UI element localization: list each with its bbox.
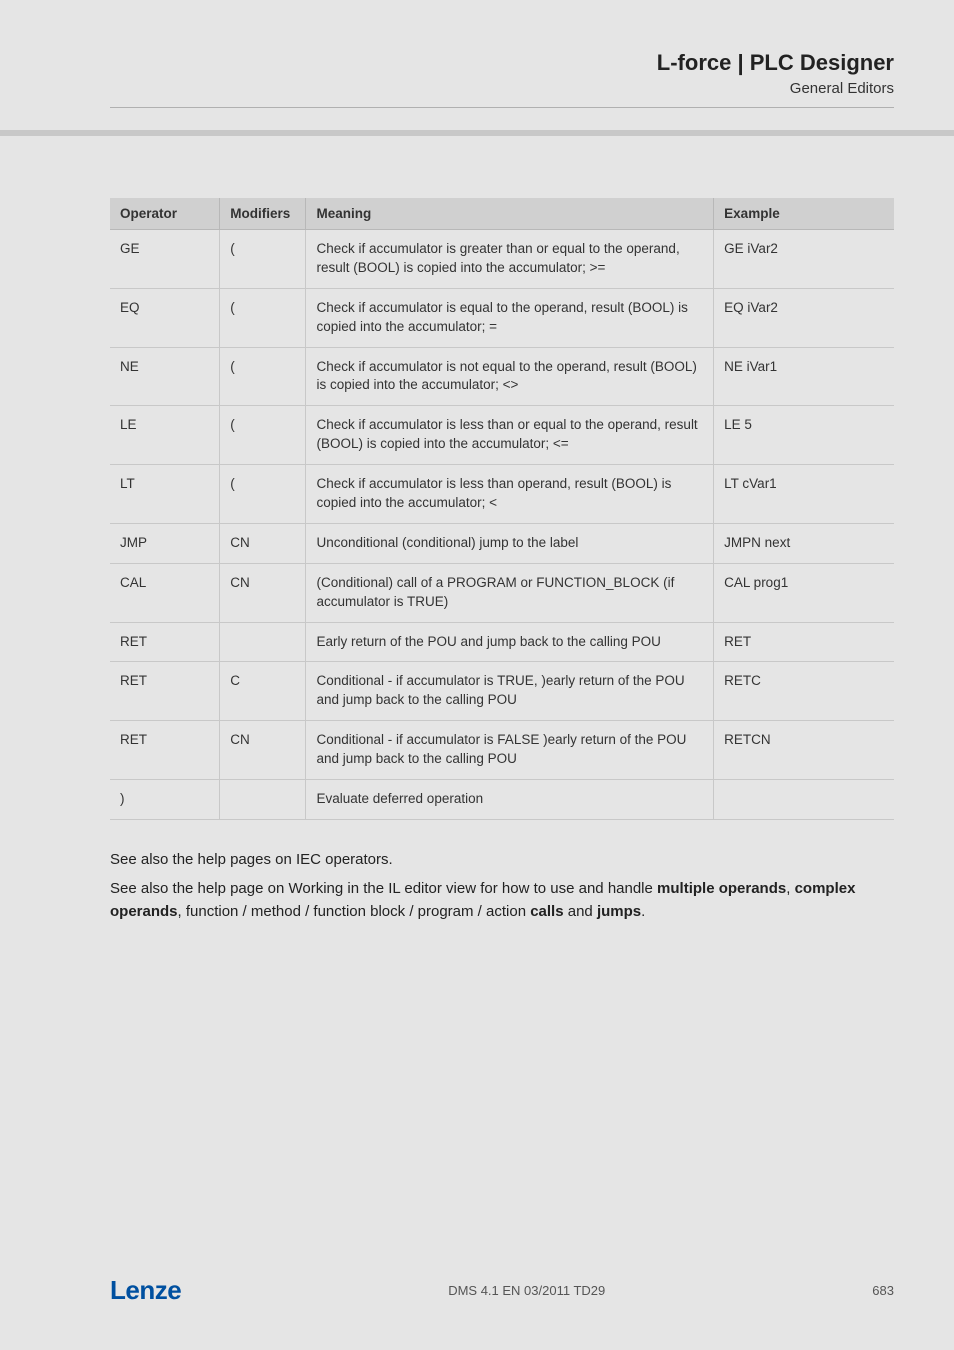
cell-meaning: Evaluate deferred operation xyxy=(306,780,714,820)
cell-mod: CN xyxy=(220,563,306,622)
cell-mod xyxy=(220,622,306,662)
table-row: RETEarly return of the POU and jump back… xyxy=(110,622,894,662)
header-title: L-force | PLC Designer xyxy=(110,50,894,76)
p2-bold-3: calls xyxy=(530,903,563,920)
table-row: NE(Check if accumulator is not equal to … xyxy=(110,347,894,406)
cell-op: GE xyxy=(110,230,220,289)
cell-meaning: Check if accumulator is not equal to the… xyxy=(306,347,714,406)
cell-example: EQ iVar2 xyxy=(714,288,894,347)
cell-example: RET xyxy=(714,622,894,662)
cell-meaning: Check if accumulator is equal to the ope… xyxy=(306,288,714,347)
cell-example: LT cVar1 xyxy=(714,465,894,524)
body-text: See also the help pages on IEC operators… xyxy=(110,848,894,924)
cell-meaning: (Conditional) call of a PROGRAM or FUNCT… xyxy=(306,563,714,622)
cell-mod: CN xyxy=(220,523,306,563)
table-row: EQ(Check if accumulator is equal to the … xyxy=(110,288,894,347)
col-header-modifiers: Modifiers xyxy=(220,198,306,230)
col-header-example: Example xyxy=(714,198,894,230)
cell-op: LE xyxy=(110,406,220,465)
brand-logo: Lenze xyxy=(110,1275,181,1306)
cell-op: ) xyxy=(110,780,220,820)
table-row: ) Evaluate deferred operation xyxy=(110,780,894,820)
table-row: RETCConditional - if accumulator is TRUE… xyxy=(110,662,894,721)
footer-doc-id: DMS 4.1 EN 03/2011 TD29 xyxy=(181,1283,872,1298)
footer-page-number: 683 xyxy=(872,1283,894,1298)
cell-op: RET xyxy=(110,622,220,662)
cell-example: RETCN xyxy=(714,721,894,780)
cell-mod: C xyxy=(220,662,306,721)
cell-op: CAL xyxy=(110,563,220,622)
cell-example: GE iVar2 xyxy=(714,230,894,289)
table-row: RETCNConditional - if accumulator is FAL… xyxy=(110,721,894,780)
operators-table: Operator Modifiers Meaning Example GE(Ch… xyxy=(110,198,894,820)
cell-meaning: Unconditional (conditional) jump to the … xyxy=(306,523,714,563)
cell-example: JMPN next xyxy=(714,523,894,563)
col-header-meaning: Meaning xyxy=(306,198,714,230)
p2-mid: , function / method / function block / p… xyxy=(178,903,531,920)
cell-mod: ( xyxy=(220,230,306,289)
cell-meaning: Check if accumulator is less than operan… xyxy=(306,465,714,524)
table-row: LE(Check if accumulator is less than or … xyxy=(110,406,894,465)
cell-meaning: Check if accumulator is less than or equ… xyxy=(306,406,714,465)
p2-bold-1: multiple operands xyxy=(657,880,786,897)
table-row: CALCN(Conditional) call of a PROGRAM or … xyxy=(110,563,894,622)
p2-pre: See also the help page on Working in the… xyxy=(110,880,657,897)
cell-meaning: Conditional - if accumulator is TRUE, )e… xyxy=(306,662,714,721)
paragraph-1: See also the help pages on IEC operators… xyxy=(110,848,894,871)
cell-op: LT xyxy=(110,465,220,524)
section-bar xyxy=(0,130,954,136)
col-header-operator: Operator xyxy=(110,198,220,230)
cell-mod: ( xyxy=(220,347,306,406)
table-row: LT(Check if accumulator is less than ope… xyxy=(110,465,894,524)
cell-op: JMP xyxy=(110,523,220,563)
page-footer: Lenze DMS 4.1 EN 03/2011 TD29 683 xyxy=(110,1275,894,1306)
p2-end: . xyxy=(641,903,645,920)
cell-mod: ( xyxy=(220,406,306,465)
cell-example xyxy=(714,780,894,820)
p2-sep1: , xyxy=(786,880,794,897)
cell-op: RET xyxy=(110,662,220,721)
cell-meaning: Conditional - if accumulator is FALSE )e… xyxy=(306,721,714,780)
cell-mod: CN xyxy=(220,721,306,780)
p2-sep2: and xyxy=(564,903,597,920)
cell-op: NE xyxy=(110,347,220,406)
table-row: GE(Check if accumulator is greater than … xyxy=(110,230,894,289)
header-rule xyxy=(110,107,894,108)
cell-meaning: Check if accumulator is greater than or … xyxy=(306,230,714,289)
cell-mod: ( xyxy=(220,288,306,347)
cell-mod: ( xyxy=(220,465,306,524)
cell-example: CAL prog1 xyxy=(714,563,894,622)
paragraph-2: See also the help page on Working in the… xyxy=(110,877,894,924)
p2-bold-4: jumps xyxy=(597,903,641,920)
cell-op: EQ xyxy=(110,288,220,347)
table-header-row: Operator Modifiers Meaning Example xyxy=(110,198,894,230)
cell-mod xyxy=(220,780,306,820)
page-header: L-force | PLC Designer General Editors xyxy=(110,50,894,97)
cell-example: LE 5 xyxy=(714,406,894,465)
table-row: JMPCNUnconditional (conditional) jump to… xyxy=(110,523,894,563)
cell-op: RET xyxy=(110,721,220,780)
cell-example: RETC xyxy=(714,662,894,721)
header-subtitle: General Editors xyxy=(110,80,894,97)
cell-meaning: Early return of the POU and jump back to… xyxy=(306,622,714,662)
cell-example: NE iVar1 xyxy=(714,347,894,406)
